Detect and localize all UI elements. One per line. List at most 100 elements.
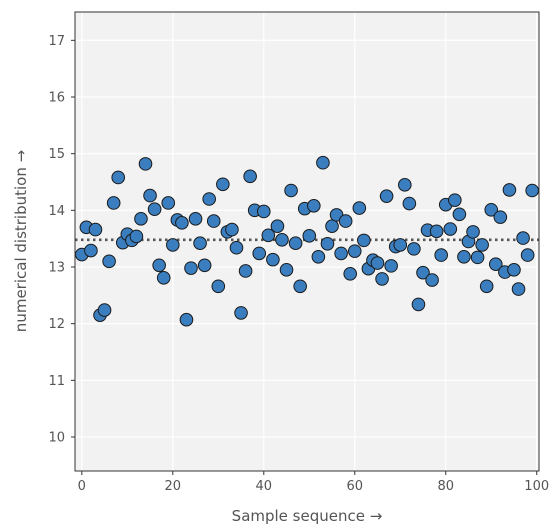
data-point <box>202 192 216 206</box>
y-tick-label: 10 <box>48 431 65 446</box>
data-point <box>411 297 426 312</box>
x-tick-label: 0 <box>78 479 86 494</box>
data-point <box>129 229 144 244</box>
data-point <box>206 214 221 228</box>
data-point <box>84 243 98 258</box>
data-point <box>166 238 180 252</box>
data-point <box>502 183 517 197</box>
data-point <box>429 224 444 239</box>
data-point <box>225 222 239 237</box>
data-point <box>147 202 162 216</box>
data-point <box>293 279 307 294</box>
data-point <box>520 248 535 262</box>
data-point <box>161 196 176 210</box>
x-axis-label: Sample sequence → <box>232 507 383 525</box>
data-point <box>111 170 126 185</box>
x-axis-ticks: 0 20 40 60 80 100 <box>78 471 549 494</box>
data-point <box>156 270 171 285</box>
data-point <box>238 264 253 278</box>
data-point <box>379 189 394 203</box>
x-tick-label: 40 <box>256 479 273 494</box>
y-tick-label: 11 <box>48 374 65 389</box>
data-point <box>407 242 421 256</box>
data-point <box>134 212 148 226</box>
data-point <box>184 261 198 275</box>
data-point <box>434 248 448 262</box>
data-point <box>402 196 417 211</box>
data-point <box>511 282 526 296</box>
y-tick-label: 15 <box>48 147 65 162</box>
plot-frame <box>74 11 540 472</box>
data-point <box>234 306 248 320</box>
data-point <box>229 240 244 255</box>
data-point <box>484 202 499 217</box>
y-axis-label: numerical distribution → <box>12 150 30 332</box>
data-point <box>88 222 103 237</box>
data-point <box>252 246 267 261</box>
data-point <box>311 249 326 264</box>
data-point <box>507 263 521 277</box>
data-point <box>102 254 116 269</box>
y-tick-label: 16 <box>48 91 65 106</box>
data-point <box>211 279 226 294</box>
data-point <box>279 263 294 277</box>
data-point <box>320 236 335 251</box>
data-point <box>393 238 408 252</box>
x-tick-label: 20 <box>165 479 182 494</box>
data-point <box>288 236 303 250</box>
data-points <box>75 155 539 327</box>
data-point <box>188 212 203 226</box>
data-point <box>325 219 339 233</box>
data-point <box>470 250 485 265</box>
data-point <box>138 157 153 171</box>
data-point <box>175 216 189 230</box>
data-point <box>448 193 462 207</box>
data-point <box>466 225 480 239</box>
data-point <box>398 178 412 192</box>
data-point <box>488 257 503 271</box>
data-point <box>343 267 358 281</box>
data-point <box>261 228 276 243</box>
data-point <box>370 256 385 270</box>
data-point <box>243 169 257 184</box>
data-point <box>452 207 467 222</box>
data-point <box>106 196 121 210</box>
data-point <box>284 183 298 198</box>
x-tick-label: 100 <box>524 479 549 494</box>
data-point <box>334 246 348 261</box>
y-axis-ticks: 10 11 12 13 14 15 16 17 <box>48 34 75 446</box>
data-point <box>266 252 280 267</box>
data-point <box>357 233 371 248</box>
data-point <box>457 249 471 264</box>
data-point <box>516 231 530 245</box>
data-point <box>493 210 508 224</box>
data-point <box>525 183 539 198</box>
data-point <box>347 244 362 258</box>
data-point <box>256 204 271 219</box>
data-point <box>475 238 489 252</box>
y-tick-label: 17 <box>48 34 65 49</box>
y-tick-label: 12 <box>48 317 65 332</box>
data-point <box>216 177 230 192</box>
y-tick-label: 13 <box>48 261 65 276</box>
data-point <box>97 303 112 317</box>
y-tick-label: 14 <box>48 204 65 219</box>
data-point <box>352 201 367 215</box>
data-point <box>197 258 212 273</box>
data-point <box>479 279 494 294</box>
x-tick-label: 60 <box>346 479 363 494</box>
data-point <box>275 233 289 247</box>
data-point <box>193 236 207 250</box>
data-point <box>443 222 458 236</box>
data-point <box>375 272 389 286</box>
data-point <box>307 199 321 213</box>
data-point <box>302 229 317 243</box>
x-tick-label: 80 <box>437 479 454 494</box>
data-point <box>425 273 439 287</box>
data-point <box>270 219 285 233</box>
data-point <box>338 214 353 228</box>
data-point <box>384 259 398 273</box>
data-point <box>416 265 430 280</box>
data-point <box>316 155 330 170</box>
